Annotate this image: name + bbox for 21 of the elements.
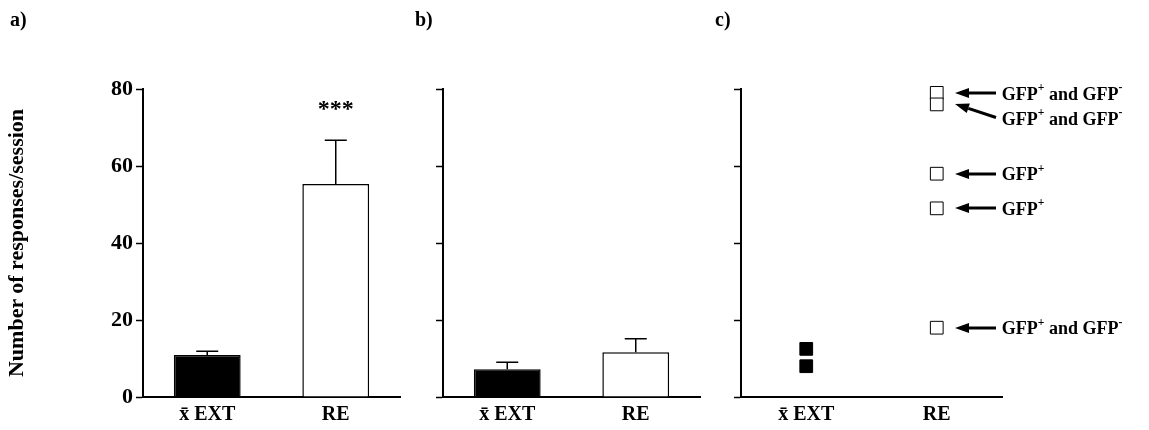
chart-title: a) xyxy=(10,8,27,31)
annotation: GFP+ and GFP- xyxy=(1001,80,1123,104)
y-tick-label: 40 xyxy=(111,228,133,254)
x-tick-label: RE xyxy=(321,402,350,425)
x-tick-label: RE xyxy=(922,402,951,425)
annotation: GFP+ xyxy=(1001,161,1045,185)
x-tick-label: x̄ EXT xyxy=(778,402,835,425)
y-axis-title: Number of responses/session xyxy=(2,108,28,378)
x-tick-label: RE xyxy=(621,402,650,425)
chart-title: b) xyxy=(415,8,433,31)
y-tick-label: 80 xyxy=(111,74,133,100)
y-tick-label: 0 xyxy=(122,382,133,408)
x-tick-label: x̄ EXT xyxy=(479,402,536,425)
y-tick-label: 60 xyxy=(111,151,133,177)
y-tick-label: 20 xyxy=(111,305,133,331)
x-tick-label: x̄ EXT xyxy=(179,402,236,425)
annotation: GFP+ and GFP- xyxy=(1001,105,1123,129)
annotation: GFP+ and GFP- xyxy=(1001,315,1123,339)
annotation: *** xyxy=(317,95,354,122)
annotation: GFP+ xyxy=(1001,196,1045,220)
chart-title: c) xyxy=(715,8,731,31)
